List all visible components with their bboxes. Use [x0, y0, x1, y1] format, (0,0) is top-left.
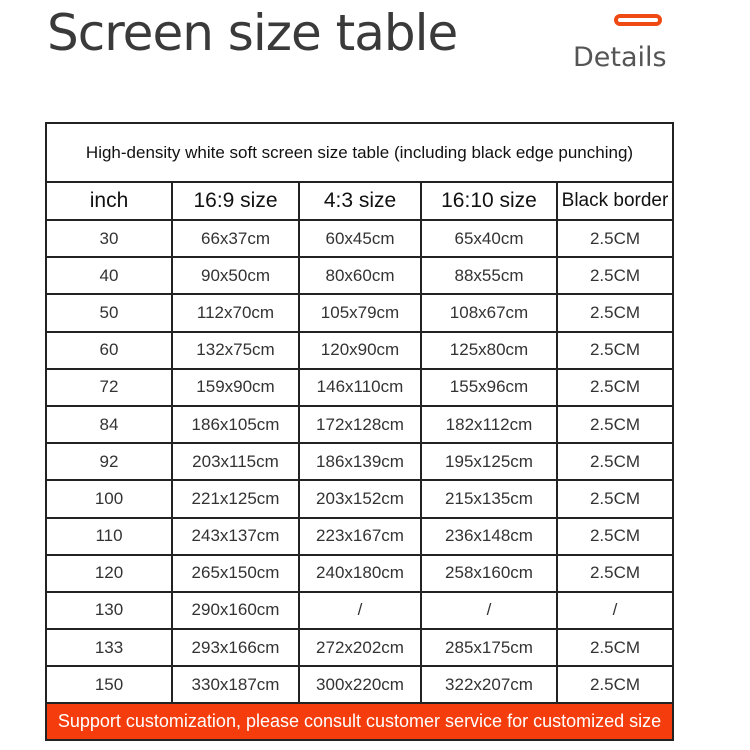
- table-cell: 40: [47, 258, 173, 294]
- table-cell: 72: [47, 369, 173, 405]
- column-header: 16:10 size: [422, 183, 558, 219]
- page-title: Screen size table: [47, 4, 458, 62]
- table-row: 130 290x160cm / / /: [47, 592, 672, 631]
- table-cell: 108x67cm: [422, 295, 558, 331]
- table-cell: 80x60cm: [300, 258, 422, 294]
- table-row: 72 159x90cm 146x110cm 155x96cm 2.5CM: [47, 369, 672, 407]
- table-row: 84 186x105cm 172x128cm 182x112cm 2.5CM: [47, 406, 672, 445]
- table-row: 92 203x115cm 186x139cm 195x125cm 2.5CM: [47, 444, 672, 482]
- table-cell: 66x37cm: [173, 221, 300, 257]
- table-cell: 215x135cm: [422, 481, 558, 517]
- table-cell: 2.5CM: [589, 340, 641, 360]
- table-cell: 84: [47, 406, 173, 443]
- table-cell: 258x160cm: [422, 555, 558, 591]
- table-cell: 90x50cm: [173, 258, 300, 294]
- table-cell: 30: [47, 221, 173, 257]
- table-row: 50 112x70cm 105x79cm 108x67cm 2.5CM: [47, 295, 672, 333]
- table-cell: /: [300, 592, 422, 629]
- table-row: 40 90x50cm 80x60cm 88x55cm 2.5CM: [47, 258, 672, 296]
- table-cell: 186x139cm: [300, 444, 422, 480]
- table-cell: 112x70cm: [173, 295, 300, 331]
- table-row: 120 265x150cm 240x180cm 258x160cm 2.5CM: [47, 555, 672, 593]
- table-cell: 110: [47, 518, 173, 554]
- table-cell: 330x187cm: [173, 667, 300, 703]
- table-cell: 2.5CM: [589, 563, 641, 583]
- table-cell: 2.5CM: [589, 674, 641, 694]
- table-cell: 2.5CM: [589, 488, 641, 508]
- table-cell: 2.5CM: [589, 302, 641, 322]
- table-cell: 265x150cm: [173, 555, 300, 591]
- table-row: 30 66x37cm 60x45cm 65x40cm 2.5CM: [47, 221, 672, 259]
- table-cell: 65x40cm: [422, 221, 558, 257]
- table-cell: 125x80cm: [422, 332, 558, 368]
- table-row: 133 293x166cm 272x202cm 285x175cm 2.5CM: [47, 630, 672, 668]
- table-cell: 221x125cm: [173, 481, 300, 517]
- table-cell: 240x180cm: [300, 555, 422, 591]
- table-row: 100 221x125cm 203x152cm 215x135cm 2.5CM: [47, 481, 672, 519]
- column-header: 16:9 size: [173, 183, 300, 219]
- table-cell: 2.5CM: [589, 414, 641, 434]
- table-cell: /: [422, 592, 558, 629]
- table-cell: 159x90cm: [173, 369, 300, 405]
- table-cell: 130: [47, 592, 173, 629]
- table-cell: 133: [47, 630, 173, 666]
- table-cell: 2.5CM: [589, 377, 641, 397]
- table-row: 110 243x137cm 223x167cm 236x148cm 2.5CM: [47, 518, 672, 556]
- table-cell: 150: [47, 667, 173, 703]
- table-cell: 290x160cm: [173, 592, 300, 629]
- table-cell: 105x79cm: [300, 295, 422, 331]
- table-caption: High-density white soft screen size tabl…: [47, 124, 672, 183]
- table-cell: 243x137cm: [173, 518, 300, 554]
- customization-banner: Support customization, please consult cu…: [47, 704, 672, 740]
- table-cell: 120: [47, 555, 173, 591]
- table-cell: 203x152cm: [300, 481, 422, 517]
- table-cell: 236x148cm: [422, 518, 558, 554]
- size-table: High-density white soft screen size tabl…: [45, 122, 674, 742]
- table-cell: 60x45cm: [300, 221, 422, 257]
- table-cell: 60: [47, 332, 173, 368]
- table-cell: 182x112cm: [422, 406, 558, 443]
- table-row: 150 330x187cm 300x220cm 322x207cm 2.5CM: [47, 667, 672, 705]
- table-cell: /: [612, 600, 618, 620]
- table-cell: 155x96cm: [422, 369, 558, 405]
- column-header: Black border: [561, 190, 669, 211]
- table-header-row: inch 16:9 size 4:3 size 16:10 size Black…: [47, 183, 672, 221]
- table-cell: 2.5CM: [589, 637, 641, 657]
- table-cell: 2.5CM: [589, 228, 641, 248]
- table-cell: 186x105cm: [173, 406, 300, 443]
- table-cell: 272x202cm: [300, 630, 422, 666]
- table-cell: 120x90cm: [300, 332, 422, 368]
- table-cell: 50: [47, 295, 173, 331]
- table-cell: 300x220cm: [300, 667, 422, 703]
- table-cell: 88x55cm: [422, 258, 558, 294]
- table-cell: 92: [47, 444, 173, 480]
- column-header: 4:3 size: [300, 183, 422, 219]
- table-row: 60 132x75cm 120x90cm 125x80cm 2.5CM: [47, 332, 672, 370]
- table-cell: 100: [47, 481, 173, 517]
- table-cell: 195x125cm: [422, 444, 558, 480]
- table-cell: 172x128cm: [300, 406, 422, 443]
- table-cell: 285x175cm: [422, 630, 558, 666]
- table-cell: 2.5CM: [589, 265, 641, 285]
- table-cell: 223x167cm: [300, 518, 422, 554]
- table-cell: 293x166cm: [173, 630, 300, 666]
- table-cell: 2.5CM: [589, 451, 641, 471]
- details-label: Details: [573, 42, 667, 73]
- pill-icon: [614, 14, 662, 26]
- table-cell: 2.5CM: [589, 526, 641, 546]
- table-cell: 322x207cm: [422, 667, 558, 703]
- table-cell: 146x110cm: [300, 369, 422, 405]
- table-cell: 132x75cm: [173, 332, 300, 368]
- table-cell: 203x115cm: [173, 444, 300, 480]
- column-header: inch: [47, 183, 173, 219]
